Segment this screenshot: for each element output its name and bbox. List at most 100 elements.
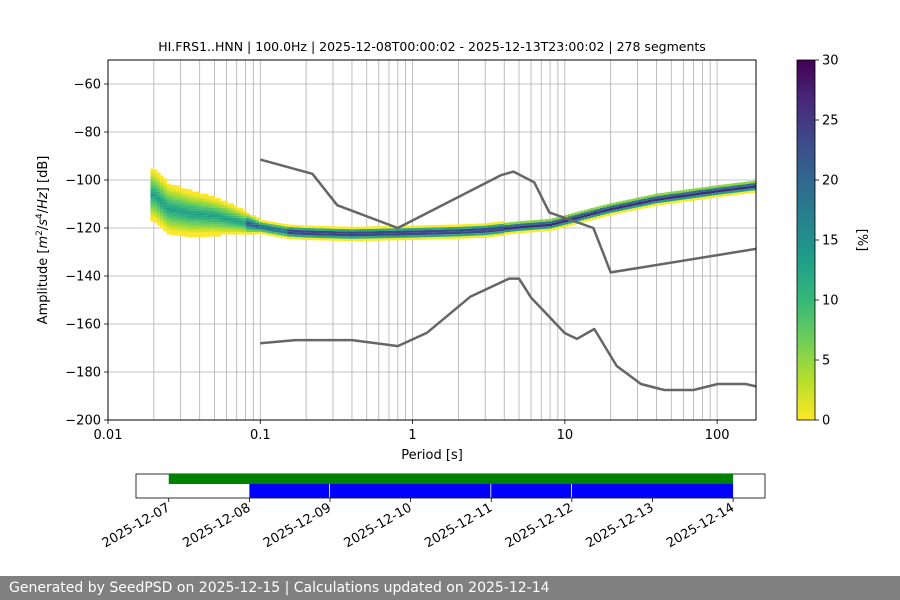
- psd-cell: [443, 229, 448, 232]
- psd-cell: [727, 186, 732, 189]
- psd-cell: [548, 228, 553, 231]
- psd-cell: [685, 189, 690, 192]
- psd-cell: [711, 188, 716, 191]
- high-noise-model-line: [259, 158, 756, 274]
- psd-cell: [644, 195, 649, 199]
- psd-cell: [689, 193, 693, 197]
- psd-cell: [268, 223, 273, 227]
- psd-cell: [488, 225, 493, 228]
- psd-cell: [156, 203, 161, 207]
- psd-cell: [335, 231, 340, 234]
- psd-cell: [743, 186, 748, 190]
- psd-cell: [201, 210, 206, 213]
- psd-cell: [478, 233, 483, 236]
- psd-cell: [733, 185, 738, 188]
- psd-cell: [150, 187, 155, 191]
- psd-cell: [717, 187, 722, 190]
- psd-cell: [175, 226, 180, 229]
- psd-cell: [405, 232, 410, 236]
- psd-cell: [669, 201, 674, 204]
- psd-cell: [230, 222, 234, 225]
- psd-cell: [338, 238, 343, 241]
- psd-cell: [163, 190, 167, 193]
- psd-cell: [673, 200, 677, 204]
- x-tick-label: 0.01: [94, 428, 123, 443]
- psd-cell: [437, 234, 442, 237]
- psd-cell: [752, 183, 756, 186]
- psd-cell: [255, 224, 260, 227]
- psd-cell: [306, 235, 311, 238]
- psd-cell: [717, 194, 722, 198]
- psd-cell: [188, 201, 193, 204]
- psd-cell: [341, 236, 346, 239]
- psd-cell: [198, 201, 203, 204]
- footer-text: Generated by SeedPSD on 2025-12-15 | Cal…: [0, 576, 900, 600]
- psd-cell: [220, 215, 225, 218]
- psd-cell: [204, 203, 209, 206]
- psd-cell: [230, 224, 234, 228]
- psd-cell: [185, 227, 190, 230]
- psd-cell: [558, 218, 563, 222]
- psd-cell: [290, 224, 295, 228]
- psd-cell: [743, 184, 748, 187]
- psd-cell: [335, 236, 340, 239]
- psd-cell: [730, 188, 735, 191]
- psd-cell: [644, 200, 649, 204]
- psd-cell: [379, 231, 384, 234]
- timeline-date-label: 2025-12-11: [422, 500, 495, 551]
- psd-cell: [408, 235, 413, 238]
- psd-cell: [443, 227, 448, 230]
- psd-cell: [501, 221, 505, 224]
- psd-cell: [603, 212, 607, 215]
- psd-cell: [153, 198, 158, 201]
- psd-cell: [169, 218, 174, 221]
- psd-cell: [207, 231, 212, 235]
- psd-cell: [539, 219, 544, 222]
- psd-cell: [357, 233, 362, 237]
- psd-cell: [166, 188, 171, 191]
- psd-cell: [606, 206, 610, 209]
- psd-cell: [469, 226, 473, 229]
- psd-cell: [465, 235, 470, 239]
- psd-cell: [188, 217, 193, 221]
- psd-cell: [172, 208, 177, 212]
- psd-cell: [418, 227, 422, 231]
- psd-cell: [179, 216, 183, 220]
- psd-cell: [220, 207, 225, 211]
- psd-cell: [281, 235, 285, 239]
- psd-cell: [373, 235, 378, 239]
- psd-cell: [277, 225, 282, 228]
- psd-cell: [297, 237, 301, 240]
- psd-cell: [465, 226, 470, 229]
- psd-cell: [297, 234, 301, 238]
- psd-cell: [507, 227, 512, 230]
- psd-cell: [233, 222, 238, 225]
- psd-cell: [383, 235, 387, 239]
- psd-cell: [185, 222, 190, 225]
- psd-cell: [153, 205, 158, 209]
- psd-cell: [166, 231, 171, 235]
- psd-cell: [246, 220, 250, 223]
- x-tick-label: 10: [557, 428, 574, 443]
- psd-cell: [634, 205, 639, 208]
- psd-cell: [717, 189, 722, 193]
- psd-cell: [408, 237, 413, 241]
- psd-cell: [163, 192, 167, 196]
- psd-cell: [220, 217, 225, 220]
- psd-cell: [443, 236, 448, 240]
- psd-cell: [383, 233, 387, 236]
- psd-cell: [705, 186, 709, 190]
- psd-cell: [727, 188, 732, 192]
- psd-cell: [217, 210, 222, 213]
- psd-cell: [185, 196, 190, 199]
- psd-cell: [577, 213, 582, 217]
- psd-cell: [261, 222, 266, 225]
- psd-cell: [166, 217, 171, 220]
- psd-cell: [217, 212, 222, 216]
- psd-cell: [204, 215, 209, 218]
- psd-cell: [300, 237, 305, 240]
- psd-cell: [370, 228, 375, 232]
- psd-cell: [462, 224, 467, 227]
- psd-cell: [195, 203, 199, 206]
- psd-cell: [239, 222, 244, 225]
